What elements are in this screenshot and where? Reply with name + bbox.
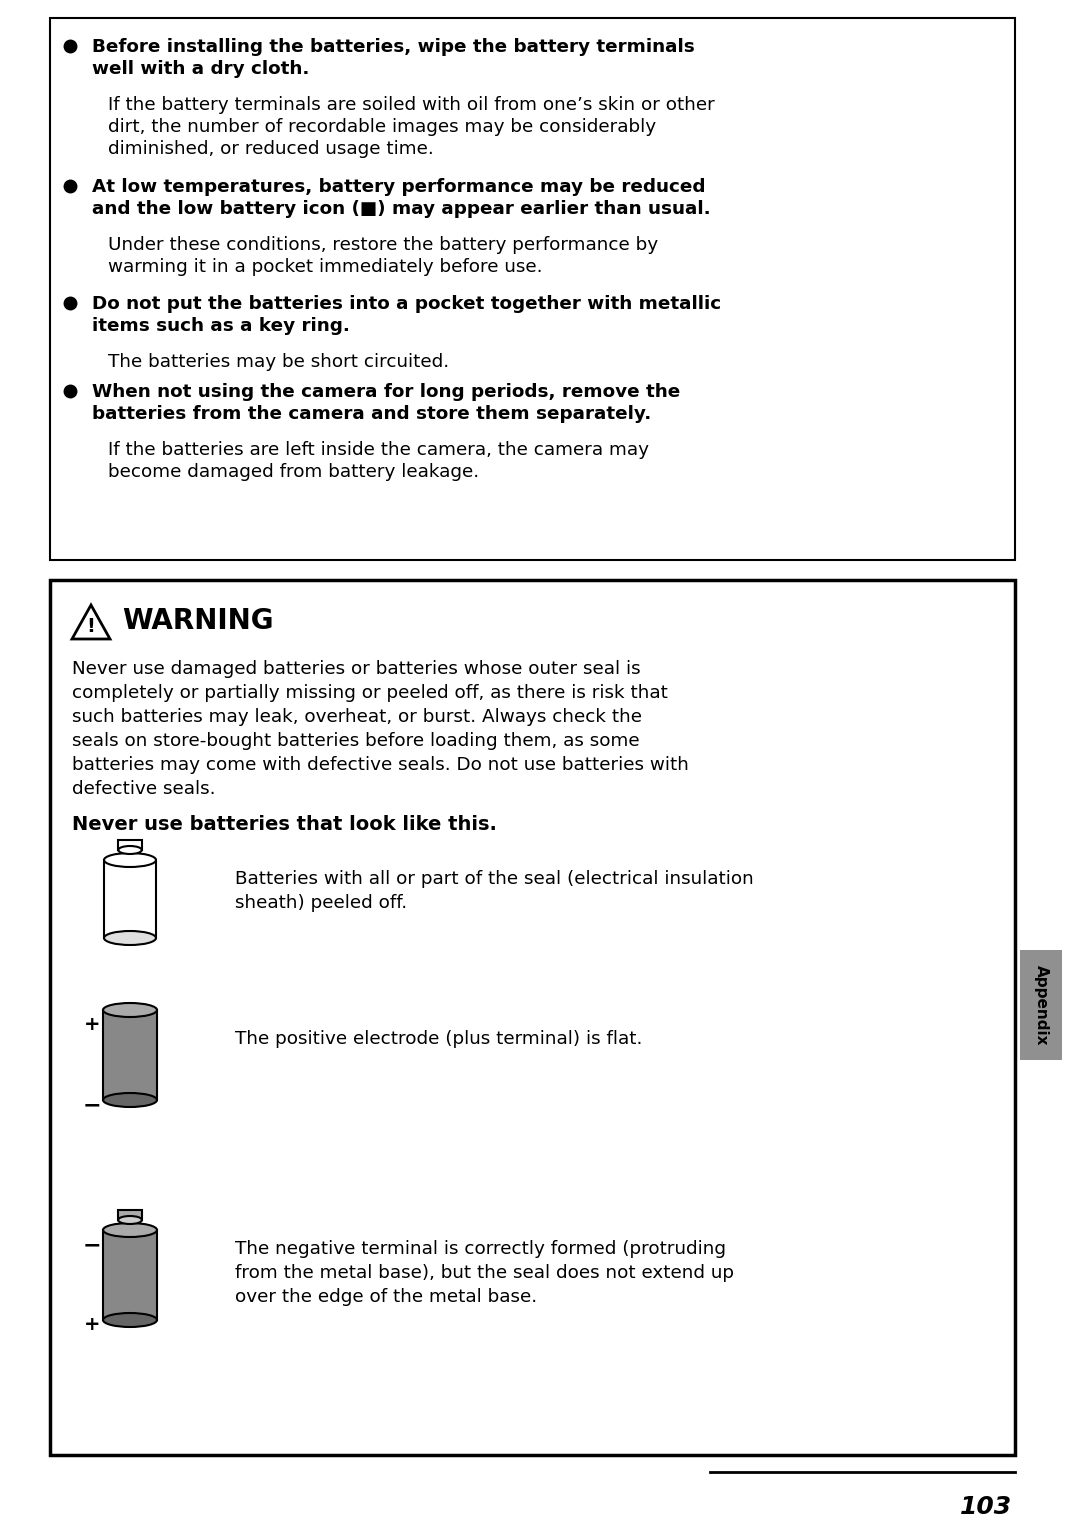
Text: Appendix: Appendix — [1034, 964, 1049, 1045]
Ellipse shape — [103, 1002, 157, 1018]
Text: dirt, the number of recordable images may be considerably: dirt, the number of recordable images ma… — [108, 119, 657, 135]
Text: batteries may come with defective seals. Do not use batteries with: batteries may come with defective seals.… — [72, 756, 689, 774]
Ellipse shape — [118, 1215, 141, 1224]
Text: −: − — [83, 1095, 102, 1115]
Text: items such as a key ring.: items such as a key ring. — [92, 316, 350, 335]
Text: If the battery terminals are soiled with oil from one’s skin or other: If the battery terminals are soiled with… — [108, 96, 715, 114]
Text: Do not put the batteries into a pocket together with metallic: Do not put the batteries into a pocket t… — [92, 295, 721, 313]
Text: Under these conditions, restore the battery performance by: Under these conditions, restore the batt… — [108, 236, 658, 254]
Text: sheath) peeled off.: sheath) peeled off. — [235, 894, 407, 913]
Bar — [119, 840, 141, 850]
Text: +: + — [84, 1015, 100, 1034]
Text: over the edge of the metal base.: over the edge of the metal base. — [235, 1288, 537, 1307]
Text: become damaged from battery leakage.: become damaged from battery leakage. — [108, 462, 480, 481]
Text: Before installing the batteries, wipe the battery terminals: Before installing the batteries, wipe th… — [92, 38, 694, 56]
Text: completely or partially missing or peeled off, as there is risk that: completely or partially missing or peele… — [72, 684, 667, 703]
Ellipse shape — [119, 846, 141, 853]
Text: seals on store-bought batteries before loading them, as some: seals on store-bought batteries before l… — [72, 732, 639, 750]
Ellipse shape — [104, 931, 156, 945]
Bar — [1020, 951, 1062, 1060]
Text: −: − — [83, 1235, 102, 1255]
Text: Batteries with all or part of the seal (electrical insulation: Batteries with all or part of the seal (… — [235, 870, 754, 888]
Text: from the metal base), but the seal does not extend up: from the metal base), but the seal does … — [235, 1264, 734, 1282]
Text: batteries from the camera and store them separately.: batteries from the camera and store them… — [92, 405, 651, 423]
Text: Never use damaged batteries or batteries whose outer seal is: Never use damaged batteries or batteries… — [72, 660, 640, 678]
Bar — [50, 18, 1015, 560]
Text: and the low battery icon (■) may appear earlier than usual.: and the low battery icon (■) may appear … — [92, 199, 711, 218]
Text: well with a dry cloth.: well with a dry cloth. — [92, 59, 309, 78]
Text: defective seals.: defective seals. — [72, 780, 216, 799]
Ellipse shape — [104, 853, 156, 867]
Bar — [118, 1211, 141, 1220]
Text: The negative terminal is correctly formed (protruding: The negative terminal is correctly forme… — [235, 1240, 726, 1258]
Bar — [103, 1010, 157, 1100]
Ellipse shape — [103, 1094, 157, 1107]
Ellipse shape — [103, 1313, 157, 1326]
Bar — [104, 859, 156, 938]
Text: When not using the camera for long periods, remove the: When not using the camera for long perio… — [92, 383, 680, 402]
Bar — [103, 1230, 157, 1320]
Ellipse shape — [103, 1223, 157, 1237]
Text: !: ! — [86, 616, 95, 636]
Bar — [50, 580, 1015, 1456]
Text: The positive electrode (plus terminal) is flat.: The positive electrode (plus terminal) i… — [235, 1030, 643, 1048]
Text: such batteries may leak, overheat, or burst. Always check the: such batteries may leak, overheat, or bu… — [72, 707, 642, 726]
Text: 103: 103 — [960, 1495, 1012, 1519]
Text: diminished, or reduced usage time.: diminished, or reduced usage time. — [108, 140, 434, 158]
Text: WARNING: WARNING — [122, 607, 273, 634]
Text: If the batteries are left inside the camera, the camera may: If the batteries are left inside the cam… — [108, 441, 649, 459]
Text: warming it in a pocket immediately before use.: warming it in a pocket immediately befor… — [108, 259, 542, 275]
Text: The batteries may be short circuited.: The batteries may be short circuited. — [108, 353, 449, 371]
Text: At low temperatures, battery performance may be reduced: At low temperatures, battery performance… — [92, 178, 705, 196]
Text: +: + — [84, 1316, 100, 1334]
Text: Never use batteries that look like this.: Never use batteries that look like this. — [72, 815, 497, 834]
